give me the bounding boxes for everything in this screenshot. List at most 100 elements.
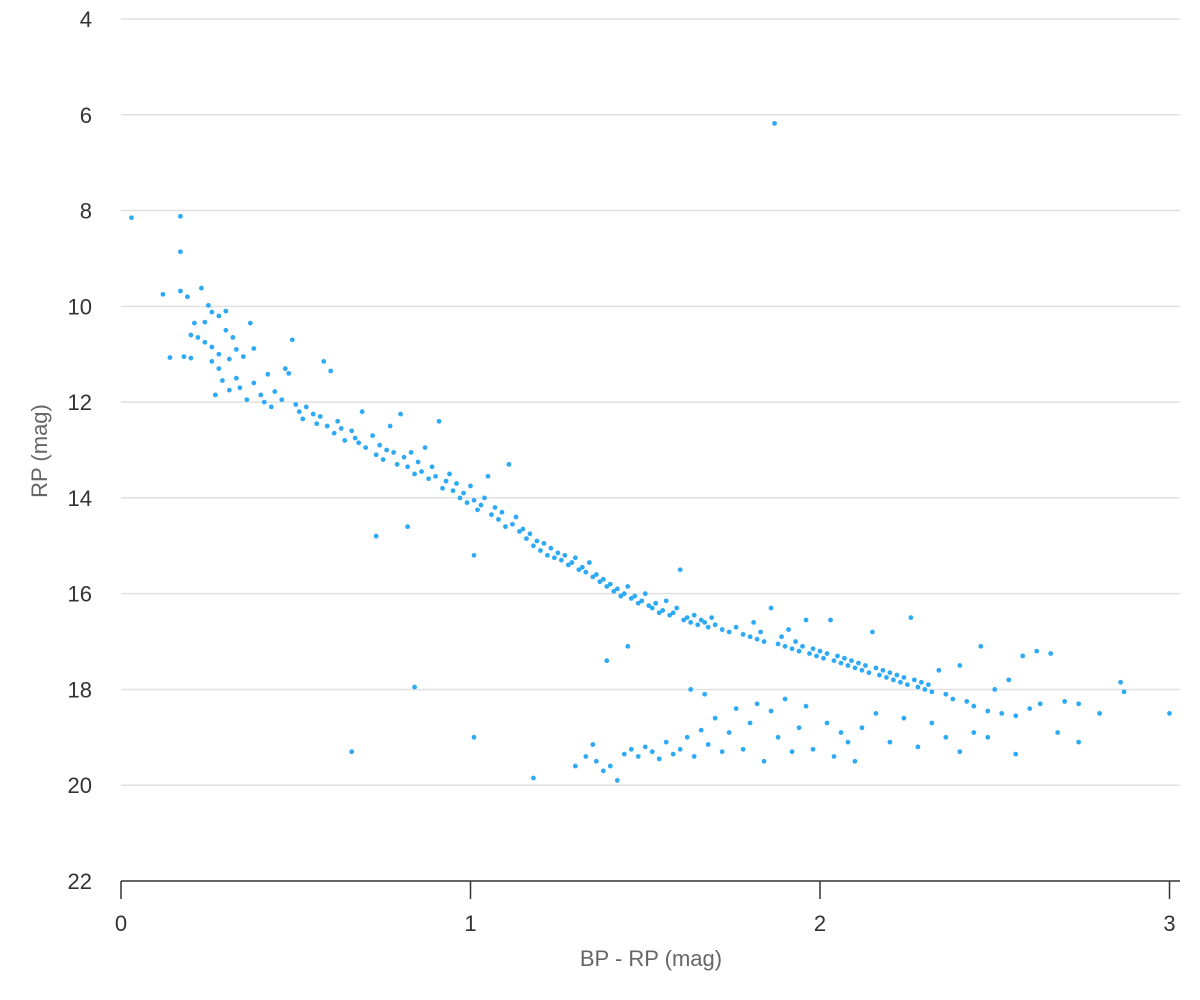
data-point-6 — [198, 285, 204, 291]
data-point-96 — [478, 502, 484, 508]
data-point-216 — [918, 679, 924, 685]
data-point-61 — [352, 435, 358, 441]
data-point-22 — [230, 335, 236, 340]
data-point-82 — [429, 464, 435, 470]
data-point-305 — [1055, 730, 1061, 735]
data-point-207 — [887, 670, 893, 676]
data-point-275 — [719, 749, 725, 755]
data-point-229 — [999, 710, 1005, 716]
data-point-231 — [1013, 713, 1019, 719]
data-point-189 — [824, 651, 830, 656]
grid-lines — [121, 18, 1180, 786]
data-point-39 — [265, 371, 271, 377]
data-point-166 — [733, 624, 739, 630]
data-point-195 — [845, 663, 851, 668]
data-point-185 — [810, 646, 816, 652]
data-point-142 — [639, 598, 645, 604]
data-point-141 — [635, 600, 641, 606]
data-point-139 — [628, 596, 634, 601]
data-point-136 — [618, 593, 624, 599]
y-tick-label-18: 18 — [68, 677, 92, 702]
data-point-3 — [160, 291, 166, 297]
data-point-138 — [625, 584, 631, 589]
data-point-278 — [740, 746, 746, 752]
data-point-286 — [796, 725, 802, 731]
data-point-258 — [614, 778, 620, 783]
y-tick-label-20: 20 — [68, 773, 92, 798]
data-point-167 — [740, 631, 746, 637]
data-point-116 — [548, 545, 554, 551]
data-point-107 — [517, 529, 522, 534]
data-point-175 — [775, 641, 781, 647]
data-point-67 — [377, 442, 383, 448]
data-point-14 — [223, 308, 229, 314]
data-point-213 — [908, 615, 914, 621]
data-point-230 — [1006, 677, 1012, 683]
data-point-272 — [702, 691, 708, 697]
data-point-300 — [943, 734, 949, 740]
data-point-92 — [464, 500, 470, 506]
data-point-188 — [821, 655, 826, 661]
data-point-34 — [237, 385, 243, 391]
data-point-58 — [338, 426, 344, 431]
data-point-70 — [387, 423, 393, 429]
data-point-7 — [167, 355, 173, 360]
data-point-56 — [331, 430, 337, 436]
data-point-270 — [691, 754, 697, 759]
data-point-13 — [216, 313, 222, 319]
data-point-49 — [303, 404, 309, 410]
data-point-266 — [670, 751, 676, 757]
data-point-131 — [600, 576, 606, 582]
data-point-60 — [349, 428, 355, 434]
data-point-10 — [205, 302, 211, 308]
data-point-147 — [656, 610, 662, 616]
data-point-262 — [642, 744, 648, 750]
data-point-190 — [828, 617, 833, 623]
data-point-72 — [394, 461, 400, 467]
data-point-26 — [233, 347, 239, 352]
data-point-252 — [572, 763, 578, 769]
data-point-8 — [181, 354, 187, 360]
data-point-244 — [405, 524, 410, 530]
data-point-132 — [604, 584, 610, 589]
data-point-222 — [950, 696, 956, 702]
data-point-91 — [461, 490, 466, 496]
data-point-255 — [593, 758, 599, 764]
data-point-140 — [632, 593, 638, 599]
data-point-65 — [370, 433, 376, 439]
data-point-208 — [891, 677, 896, 683]
data-point-202 — [870, 629, 875, 635]
data-point-198 — [856, 660, 861, 666]
data-point-129 — [593, 572, 599, 577]
data-point-157 — [691, 612, 697, 618]
data-point-50 — [310, 411, 316, 417]
data-point-104 — [506, 461, 512, 467]
data-point-124 — [576, 567, 582, 573]
data-point-1 — [178, 213, 183, 219]
data-point-43 — [282, 366, 288, 371]
data-point-128 — [590, 574, 596, 580]
data-point-41 — [272, 389, 278, 394]
x-axis-title: BP - RP (mag) — [580, 946, 722, 971]
data-point-251 — [349, 749, 355, 755]
data-point-294 — [859, 725, 865, 731]
data-point-218 — [925, 682, 931, 688]
data-point-47 — [296, 409, 302, 415]
y-tick-label-22: 22 — [68, 869, 92, 894]
data-point-226 — [978, 643, 984, 649]
data-point-81 — [426, 476, 431, 482]
data-point-150 — [667, 612, 673, 618]
data-point-69 — [384, 447, 390, 453]
data-point-20 — [216, 351, 222, 357]
data-point-53 — [321, 359, 327, 364]
data-point-179 — [789, 646, 795, 652]
data-point-35 — [244, 397, 250, 403]
data-point-0 — [129, 215, 134, 221]
data-point-261 — [635, 754, 641, 759]
data-point-55 — [324, 423, 330, 429]
data-point-16 — [191, 320, 197, 326]
x-tick-label-3: 3 — [1163, 911, 1175, 936]
data-point-279 — [747, 720, 753, 726]
data-point-203 — [873, 665, 879, 671]
